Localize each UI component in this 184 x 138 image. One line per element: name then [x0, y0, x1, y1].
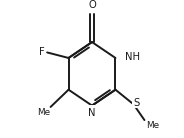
Text: Me: Me — [146, 121, 159, 130]
Bar — [117, 52, 132, 62]
Text: NH: NH — [125, 52, 140, 62]
Text: S: S — [133, 98, 139, 108]
Text: Me: Me — [37, 108, 50, 117]
Bar — [88, 105, 96, 113]
Bar — [132, 99, 140, 108]
Text: F: F — [39, 47, 45, 57]
Text: O: O — [88, 0, 96, 10]
Text: N: N — [88, 108, 96, 118]
